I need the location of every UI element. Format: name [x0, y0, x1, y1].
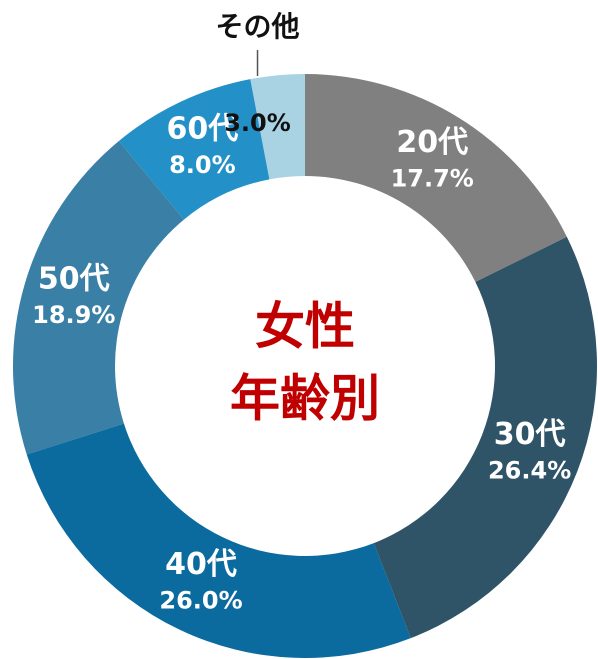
donut-segment [373, 236, 598, 639]
donut-segment [118, 79, 270, 220]
value-label: 3.0% [224, 109, 291, 137]
value-label: 18.9% [32, 301, 115, 329]
value-label: 8.0% [169, 151, 236, 179]
category-label: 30代 [494, 417, 566, 452]
center-label: 年齢別 [230, 370, 380, 428]
donut-segment [26, 423, 411, 659]
center-label: 女性 [255, 298, 355, 356]
value-label: 26.4% [488, 456, 571, 484]
category-label: 40代 [165, 547, 237, 582]
category-label: 20代 [396, 125, 468, 160]
donut-segment [13, 141, 184, 455]
category-label: その他 [216, 10, 300, 43]
value-label: 17.7% [391, 164, 474, 192]
category-label: 60代 [167, 111, 239, 146]
donut-segment [250, 74, 305, 180]
donut-segment [305, 74, 567, 282]
category-label: 50代 [38, 262, 110, 297]
value-label: 26.0% [159, 586, 242, 614]
